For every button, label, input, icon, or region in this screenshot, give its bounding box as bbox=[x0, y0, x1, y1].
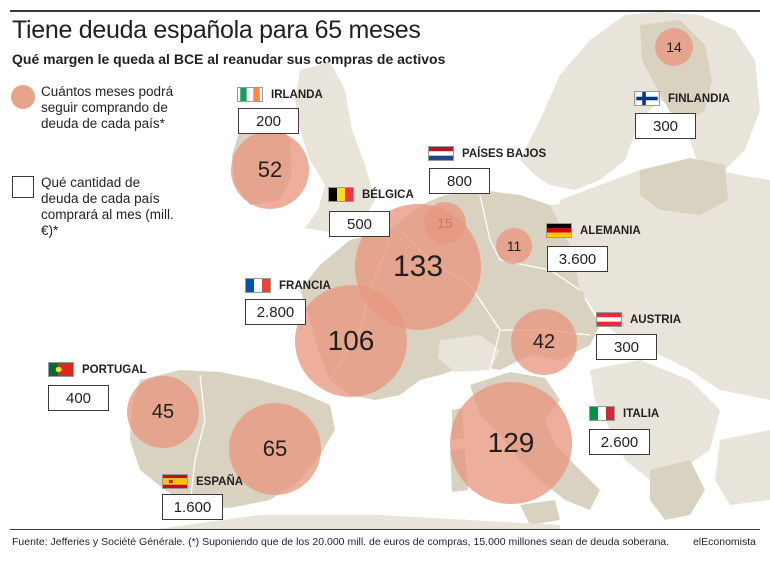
belgium-flag-icon bbox=[328, 187, 354, 202]
amount-italia: 2.600 bbox=[589, 429, 650, 455]
label-portugal: PORTUGAL bbox=[48, 362, 147, 377]
bubble-austria: 42 bbox=[511, 309, 577, 375]
page-subtitle: Qué margen le queda al BCE al reanudar s… bbox=[12, 51, 446, 67]
bubble-finlandia: 14 bbox=[655, 28, 693, 66]
land-switzerland bbox=[438, 335, 500, 372]
land-baltics bbox=[640, 158, 728, 215]
country-name: FINLANDIA bbox=[668, 92, 730, 105]
country-name: ALEMANIA bbox=[580, 224, 641, 237]
label-finlandia: FINLANDIA bbox=[634, 91, 730, 106]
source-note: Fuente: Jefferies y Société Générale. (*… bbox=[12, 536, 670, 548]
land-turkey bbox=[715, 430, 770, 505]
legend-box-label: Qué cantidad de deuda de cada país compr… bbox=[41, 175, 174, 238]
country-name: ESPAÑA bbox=[196, 475, 244, 488]
land-uk bbox=[295, 62, 375, 232]
land-africa bbox=[150, 515, 560, 530]
label-paises-bajos: PAÍSES BAJOS bbox=[428, 146, 546, 161]
country-name: PAÍSES BAJOS bbox=[462, 147, 547, 160]
label-espana: ESPAÑA bbox=[162, 474, 243, 489]
ireland-flag-icon bbox=[237, 87, 263, 102]
legend-circle-label: Cuántos meses podrá seguir comprando de … bbox=[41, 84, 174, 131]
amount-francia: 2.800 bbox=[245, 299, 306, 325]
label-alemania: ALEMANIA bbox=[546, 223, 641, 238]
amount-alemania: 3.600 bbox=[547, 246, 608, 272]
label-belgica: BÉLGICA bbox=[328, 187, 414, 202]
legend-box-swatch bbox=[12, 176, 34, 198]
label-austria: AUSTRIA bbox=[596, 312, 681, 327]
finland-flag-icon bbox=[634, 91, 660, 106]
label-irlanda: IRLANDA bbox=[237, 87, 323, 102]
country-name: ITALIA bbox=[623, 407, 660, 420]
bubble-italia: 129 bbox=[450, 382, 572, 504]
label-francia: FRANCIA bbox=[245, 278, 331, 293]
amount-austria: 300 bbox=[596, 334, 657, 360]
amount-paises-bajos: 800 bbox=[429, 168, 490, 194]
top-rule bbox=[10, 10, 760, 12]
netherlands-flag-icon bbox=[428, 146, 454, 161]
country-name: FRANCIA bbox=[279, 279, 331, 292]
country-name: BÉLGICA bbox=[362, 188, 414, 201]
bottom-rule bbox=[10, 529, 760, 530]
amount-espana: 1.600 bbox=[162, 494, 223, 520]
amount-belgica: 500 bbox=[329, 211, 390, 237]
germany-flag-icon bbox=[546, 223, 572, 238]
austria-flag-icon bbox=[596, 312, 622, 327]
italy-flag-icon bbox=[589, 406, 615, 421]
country-name: PORTUGAL bbox=[82, 363, 147, 376]
legend-circle-swatch bbox=[11, 85, 35, 109]
country-name: AUSTRIA bbox=[630, 313, 682, 326]
france-flag-icon bbox=[245, 278, 271, 293]
bubble-alemania: 11 bbox=[496, 228, 532, 264]
land-greece bbox=[650, 460, 705, 520]
bubble-espana: 65 bbox=[229, 403, 321, 495]
bubble-portugal: 45 bbox=[127, 376, 199, 448]
bubble-irlanda: 52 bbox=[231, 131, 309, 209]
land-sicily bbox=[520, 500, 560, 525]
amount-portugal: 400 bbox=[48, 385, 109, 411]
spain-flag-icon bbox=[162, 474, 188, 489]
label-italia: ITALIA bbox=[589, 406, 659, 421]
brand-logo: elEconomista bbox=[692, 536, 756, 548]
amount-irlanda: 200 bbox=[238, 108, 299, 134]
portugal-flag-icon bbox=[48, 362, 74, 377]
country-name: IRLANDA bbox=[271, 88, 323, 101]
amount-finlandia: 300 bbox=[635, 113, 696, 139]
page-title: Tiene deuda española para 65 meses bbox=[12, 16, 421, 44]
bubble-francia: 106 bbox=[295, 285, 407, 397]
